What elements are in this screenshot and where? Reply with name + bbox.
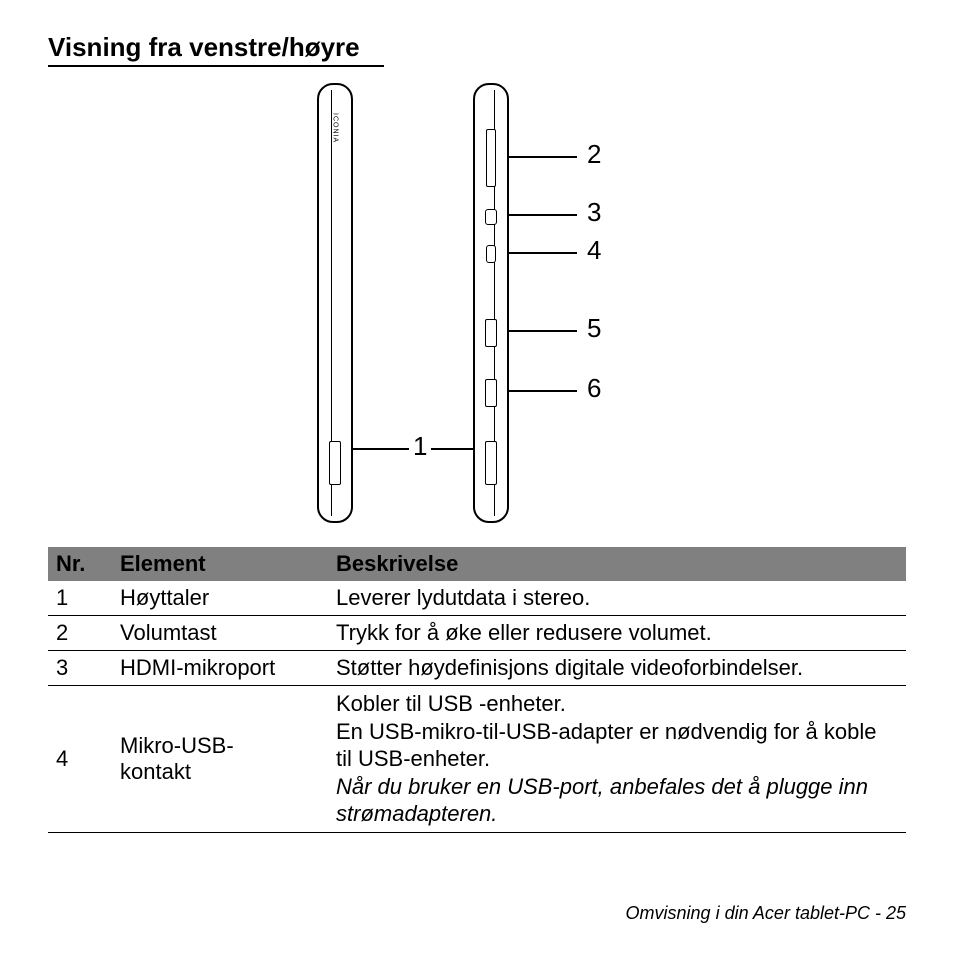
section-title: Visning fra venstre/høyre — [48, 32, 384, 67]
table-row: 3 HDMI-mikroport Støtter høydefinisjons … — [48, 651, 906, 686]
callout-1: 1 — [413, 431, 427, 462]
page-footer: Omvisning i din Acer tablet-PC - 25 — [626, 903, 906, 924]
parts-table: Nr. Element Beskrivelse 1 Høyttaler Leve… — [48, 547, 906, 833]
callout-3: 3 — [587, 197, 601, 228]
callout-4: 4 — [587, 235, 601, 266]
device-right-side — [473, 83, 509, 523]
callout-6: 6 — [587, 373, 601, 404]
col-desc: Beskrivelse — [328, 547, 906, 581]
element-name: Mikro-USB-kontakt — [120, 733, 234, 784]
table-row: 2 Volumtast Trykk for å øke eller reduse… — [48, 616, 906, 651]
side-view-diagram: ICONIA 2 — [48, 79, 906, 539]
callout-5: 5 — [587, 313, 601, 344]
device-left-side: ICONIA — [317, 83, 353, 523]
table-row: 1 Høyttaler Leverer lydutdata i stereo. — [48, 581, 906, 616]
callout-2: 2 — [587, 139, 601, 170]
table-row: 4 Mikro-USB-kontakt Kobler til USB -enhe… — [48, 686, 906, 833]
col-nr: Nr. — [48, 547, 112, 581]
device-brand-label: ICONIA — [332, 113, 339, 143]
col-element: Element — [112, 547, 328, 581]
